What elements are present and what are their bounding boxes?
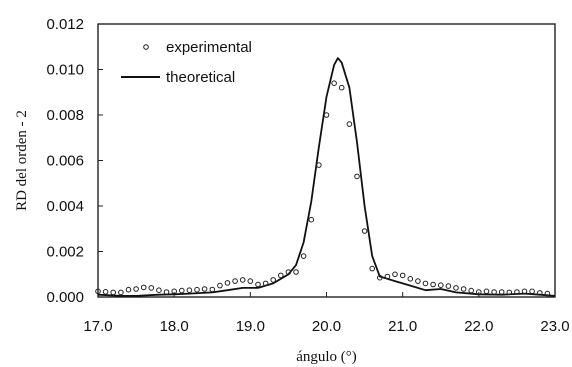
data-point-experimental — [217, 282, 223, 289]
data-point-experimental — [316, 162, 322, 168]
y-tick-label: 0.000 — [46, 289, 84, 306]
data-point-experimental — [179, 287, 185, 294]
data-point-experimental — [491, 289, 497, 295]
data-point-experimental — [354, 173, 360, 180]
legend: experimental theoretical — [121, 39, 252, 86]
data-point-experimental — [438, 282, 444, 289]
x-tick-label: 22.0 — [464, 318, 493, 335]
data-point-experimental — [361, 228, 368, 234]
data-point-experimental — [262, 280, 269, 287]
data-point-experimental — [537, 290, 543, 296]
x-axis: 17.0 18.0 19.0 20.0 21.0 22.0 23.0 — [83, 292, 570, 335]
data-point-experimental — [430, 281, 436, 288]
data-point-experimental — [140, 284, 147, 291]
data-point-experimental — [521, 288, 528, 295]
data-point-experimental — [270, 277, 277, 283]
data-point-experimental — [209, 286, 216, 293]
data-point-experimental — [278, 272, 284, 279]
data-point-experimental — [331, 80, 337, 86]
data-point-experimental — [338, 84, 345, 91]
data-point-experimental — [163, 289, 170, 295]
series-layer — [95, 57, 556, 297]
data-point-experimental — [224, 280, 231, 286]
data-point-experimental — [544, 290, 551, 297]
data-point-experimental — [399, 272, 406, 279]
data-point-experimental — [453, 285, 459, 291]
data-point-experimental — [293, 269, 299, 275]
y-tick-label: 0.012 — [46, 16, 84, 33]
data-point-experimental — [247, 278, 254, 284]
data-point-experimental — [369, 265, 376, 272]
data-point-experimental — [95, 288, 101, 295]
x-tick-label: 23.0 — [540, 318, 569, 335]
data-point-experimental — [506, 289, 513, 296]
y-tick-label: 0.010 — [46, 62, 84, 79]
data-point-experimental — [445, 283, 452, 289]
data-point-experimental — [384, 273, 391, 280]
legend-marker-experimental — [143, 44, 149, 50]
data-point-experimental — [346, 121, 353, 127]
data-point-experimental — [498, 289, 505, 295]
x-tick-label: 19.0 — [236, 318, 265, 335]
data-point-experimental — [232, 278, 238, 284]
data-point-experimental — [415, 278, 421, 284]
series-line-theoretical — [97, 57, 556, 297]
data-point-experimental — [133, 286, 139, 292]
data-point-experimental — [300, 253, 307, 259]
data-point-experimental — [118, 289, 124, 296]
x-axis-title: ángulo (°) — [296, 349, 357, 365]
plot-area — [97, 23, 556, 298]
data-point-experimental — [102, 289, 109, 295]
y-tick-label: 0.006 — [46, 153, 84, 170]
data-point-experimental — [529, 288, 535, 295]
data-point-experimental — [201, 286, 208, 292]
data-point-experimental — [460, 286, 467, 292]
legend-label-experimental: experimental — [166, 39, 252, 56]
data-point-experimental — [323, 112, 330, 118]
y-tick-label: 0.008 — [46, 107, 84, 124]
data-point-experimental — [156, 287, 162, 294]
y-tick-label: 0.002 — [46, 244, 84, 261]
data-point-experimental — [239, 277, 246, 283]
x-tick-label: 17.0 — [83, 318, 112, 335]
y-axis-title: RD del orden - 2 — [14, 110, 30, 211]
data-point-experimental — [476, 289, 482, 295]
data-point-experimental — [468, 287, 475, 294]
data-point-experimental — [285, 269, 292, 275]
data-point-experimental — [407, 276, 414, 282]
data-point-experimental — [422, 280, 429, 287]
data-point-experimental — [186, 287, 193, 294]
y-axis: 0.000 0.002 0.004 0.006 0.008 0.010 0.012 — [46, 16, 103, 306]
data-point-experimental — [110, 289, 116, 296]
data-point-experimental — [125, 286, 132, 293]
data-point-experimental — [392, 271, 398, 278]
data-point-experimental — [377, 274, 383, 281]
legend-label-theoretical: theoretical — [166, 69, 235, 86]
data-point-experimental — [308, 216, 315, 223]
data-point-experimental — [171, 288, 177, 295]
data-point-experimental — [514, 289, 520, 295]
data-point-experimental — [194, 286, 200, 293]
data-point-experimental — [483, 288, 490, 295]
plot-frame — [97, 23, 556, 298]
y-tick-label: 0.004 — [46, 198, 84, 215]
x-tick-label: 18.0 — [160, 318, 189, 335]
x-tick-label: 20.0 — [312, 318, 341, 335]
data-point-experimental — [255, 281, 261, 288]
x-tick-label: 21.0 — [388, 318, 417, 335]
data-point-experimental — [148, 285, 155, 291]
